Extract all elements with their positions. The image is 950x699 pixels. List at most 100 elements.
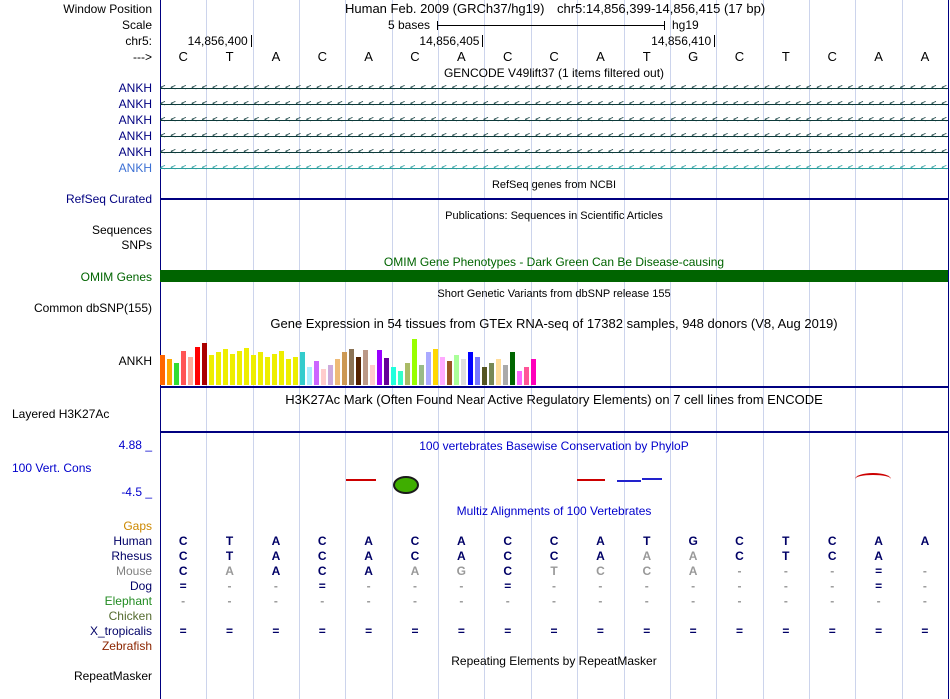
species-label-elephant[interactable]: Elephant: [104, 594, 152, 608]
dbsnp-track-label[interactable]: Common dbSNP(155): [33, 301, 152, 315]
alignment-row-chicken[interactable]: [160, 609, 948, 624]
gtex-tissue-bar[interactable]: [237, 351, 242, 385]
gtex-tissue-bar[interactable]: [216, 352, 221, 385]
repeatmasker-track-label[interactable]: RepeatMasker: [73, 669, 152, 683]
species-label-gaps[interactable]: Gaps: [123, 519, 152, 533]
gene-transcript-row[interactable]: <<<<<<<<<<<<<<<<<<<<<<<<<<<<<<<<<<<<<<<<…: [160, 145, 948, 160]
gencode-gene-label[interactable]: ANKH: [118, 129, 152, 143]
omim-genes-label[interactable]: OMIM Genes: [80, 270, 152, 284]
gtex-tissue-bar[interactable]: [258, 352, 263, 385]
alignment-row-dog[interactable]: = - - = - - - = - - - - - - - = -: [160, 579, 948, 594]
refseq-curated-label[interactable]: RefSeq Curated: [65, 192, 152, 206]
gtex-tissue-bar[interactable]: [307, 367, 312, 385]
gtex-tissue-bar[interactable]: [517, 371, 522, 385]
phylop-negative-mark[interactable]: [577, 479, 605, 481]
gencode-gene-label[interactable]: ANKH: [118, 161, 152, 175]
gtex-tissue-bar[interactable]: [454, 355, 459, 385]
h3k27ac-baseline[interactable]: [160, 431, 948, 433]
alignment-row-mouse[interactable]: C A A C A A G C T C C A - - - = -: [160, 564, 948, 579]
gtex-gene-label[interactable]: ANKH: [118, 354, 152, 368]
gtex-tissue-bar[interactable]: [223, 349, 228, 385]
gene-transcript-row[interactable]: <<<<<<<<<<<<<<<<<<<<<<<<<<<<<<<<<<<<<<<<…: [160, 113, 948, 128]
gtex-tissue-bar[interactable]: [391, 367, 396, 385]
gtex-tissue-bar[interactable]: [202, 343, 207, 385]
species-label-mouse[interactable]: Mouse: [115, 564, 152, 578]
species-label-zebrafish[interactable]: Zebrafish: [101, 639, 152, 653]
species-label-rhesus[interactable]: Rhesus: [111, 549, 152, 563]
gene-transcript-row[interactable]: <<<<<<<<<<<<<<<<<<<<<<<<<<<<<<<<<<<<<<<<…: [160, 161, 948, 176]
gtex-tissue-bar[interactable]: [286, 359, 291, 385]
gtex-tissue-bar[interactable]: [356, 357, 361, 385]
gtex-tissue-bar[interactable]: [412, 339, 417, 385]
phylop-positive-mark[interactable]: [617, 480, 641, 482]
snps-track-label[interactable]: SNPs: [121, 238, 152, 252]
gtex-tissue-bar[interactable]: [321, 369, 326, 385]
gtex-tissue-bar[interactable]: [244, 348, 249, 385]
gene-transcript-row[interactable]: <<<<<<<<<<<<<<<<<<<<<<<<<<<<<<<<<<<<<<<<…: [160, 97, 948, 112]
omim-gene-bar[interactable]: [160, 270, 948, 282]
gencode-gene-label[interactable]: ANKH: [118, 81, 152, 95]
gtex-tissue-bar[interactable]: [314, 361, 319, 385]
gtex-tissue-bar[interactable]: [489, 363, 494, 385]
phylop-negative-mark[interactable]: [346, 479, 376, 481]
sequences-track-label[interactable]: Sequences: [91, 223, 152, 237]
gtex-tissue-bar[interactable]: [279, 351, 284, 385]
gtex-tissue-bar[interactable]: [272, 354, 277, 385]
gtex-tissue-bar[interactable]: [370, 365, 375, 385]
phylop-track-label[interactable]: 100 Vert. Cons: [12, 461, 92, 475]
gtex-expression-chart[interactable]: [160, 337, 948, 385]
gtex-tissue-bar[interactable]: [419, 365, 424, 385]
h3k27ac-track-label[interactable]: Layered H3K27Ac: [12, 407, 110, 421]
gtex-tissue-bar[interactable]: [174, 363, 179, 385]
gtex-tissue-bar[interactable]: [230, 354, 235, 385]
gtex-tissue-bar[interactable]: [293, 357, 298, 385]
gtex-tissue-bar[interactable]: [342, 352, 347, 385]
gencode-gene-label[interactable]: ANKH: [118, 113, 152, 127]
gencode-gene-label[interactable]: ANKH: [118, 145, 152, 159]
gtex-tissue-bar[interactable]: [447, 361, 452, 385]
alignment-row-gaps[interactable]: [160, 519, 948, 534]
gtex-tissue-bar[interactable]: [167, 359, 172, 385]
phylop-positive-mark[interactable]: [642, 478, 662, 480]
gtex-tissue-bar[interactable]: [482, 367, 487, 385]
gene-transcript-row[interactable]: <<<<<<<<<<<<<<<<<<<<<<<<<<<<<<<<<<<<<<<<…: [160, 129, 948, 144]
phylop-blob-mark[interactable]: [393, 476, 419, 494]
gtex-tissue-bar[interactable]: [251, 355, 256, 385]
gtex-tissue-bar[interactable]: [510, 352, 515, 385]
species-label-chicken[interactable]: Chicken: [108, 609, 152, 623]
gtex-tissue-bar[interactable]: [195, 347, 200, 385]
gtex-tissue-bar[interactable]: [160, 355, 165, 385]
gtex-tissue-bar[interactable]: [384, 358, 389, 385]
refseq-gene-line[interactable]: [160, 198, 948, 200]
gtex-tissue-bar[interactable]: [398, 371, 403, 385]
gtex-tissue-bar[interactable]: [524, 367, 529, 385]
gtex-tissue-bar[interactable]: [468, 352, 473, 385]
gencode-gene-label[interactable]: ANKH: [118, 97, 152, 111]
gtex-tissue-bar[interactable]: [300, 352, 305, 385]
gtex-tissue-bar[interactable]: [475, 357, 480, 385]
gene-transcript-row[interactable]: <<<<<<<<<<<<<<<<<<<<<<<<<<<<<<<<<<<<<<<<…: [160, 81, 948, 96]
phylop-arc-mark[interactable]: [855, 473, 891, 485]
gtex-tissue-bar[interactable]: [503, 365, 508, 385]
gtex-tissue-bar[interactable]: [265, 357, 270, 385]
gtex-tissue-bar[interactable]: [181, 351, 186, 385]
gtex-tissue-bar[interactable]: [349, 349, 354, 385]
gtex-tissue-bar[interactable]: [531, 359, 536, 385]
gtex-tissue-bar[interactable]: [426, 352, 431, 385]
alignment-row-elephant[interactable]: -----------------: [160, 594, 948, 609]
gtex-tissue-bar[interactable]: [440, 357, 445, 385]
gtex-tissue-bar[interactable]: [335, 359, 340, 385]
gtex-tissue-bar[interactable]: [496, 359, 501, 385]
alignment-row-x_tropicalis[interactable]: = = = = = = = = = = = = = = = = =: [160, 624, 948, 639]
gtex-tissue-bar[interactable]: [363, 350, 368, 385]
gtex-tissue-bar[interactable]: [433, 349, 438, 385]
gtex-tissue-bar[interactable]: [209, 355, 214, 385]
gtex-tissue-bar[interactable]: [405, 363, 410, 385]
gtex-tissue-bar[interactable]: [377, 350, 382, 385]
gtex-tissue-bar[interactable]: [188, 357, 193, 385]
gtex-tissue-bar[interactable]: [328, 365, 333, 385]
species-label-x_tropicalis[interactable]: X_tropicalis: [89, 624, 152, 638]
